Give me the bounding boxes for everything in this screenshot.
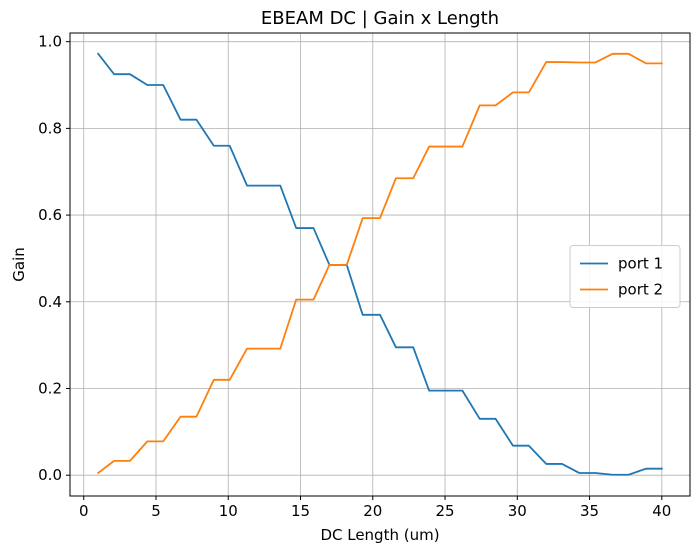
y-tick-label: 0.0	[38, 466, 62, 484]
x-axis-ticks: 0 5 10 15 20 25 30 35 40	[79, 496, 671, 520]
y-axis-label: Gain	[10, 247, 28, 282]
x-tick-label: 0	[79, 502, 89, 520]
y-tick-label: 1.0	[38, 33, 62, 51]
chart-title: EBEAM DC | Gain x Length	[261, 8, 499, 29]
y-tick-label: 0.6	[38, 206, 62, 224]
legend: port 1 port 2	[569, 245, 681, 308]
y-tick-label: 0.4	[38, 293, 62, 311]
y-tick-label: 0.8	[38, 119, 62, 137]
y-axis-ticks: 0.0 0.2 0.4 0.6 0.8 1.0	[38, 33, 70, 484]
grid	[70, 33, 690, 496]
legend-label-port-1: port 1	[618, 255, 663, 273]
x-axis-label: DC Length (um)	[320, 526, 439, 544]
x-tick-label: 10	[219, 502, 238, 520]
x-tick-label: 30	[508, 502, 527, 520]
x-tick-label: 25	[435, 502, 454, 520]
series-group	[96, 52, 663, 476]
legend-box	[569, 245, 681, 308]
series-line-port-1	[96, 52, 663, 476]
x-tick-label: 15	[291, 502, 310, 520]
x-tick-label: 5	[151, 502, 161, 520]
y-tick-label: 0.2	[38, 379, 62, 397]
legend-label-port-2: port 2	[618, 281, 663, 299]
series-line-port-2	[96, 52, 663, 475]
x-tick-label: 20	[363, 502, 382, 520]
x-tick-label: 35	[580, 502, 599, 520]
axes-frame	[69, 32, 691, 497]
x-tick-label: 40	[652, 502, 671, 520]
